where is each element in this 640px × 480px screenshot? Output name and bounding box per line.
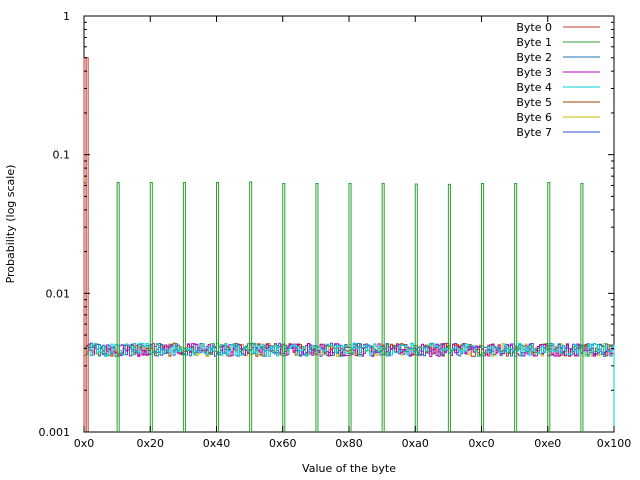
x-axis-label: Value of the byte — [302, 462, 396, 475]
spike-mark — [315, 182, 319, 432]
spike-mark — [580, 182, 584, 432]
series-layer — [83, 57, 615, 432]
spike-mark — [514, 182, 518, 432]
spike-mark — [249, 181, 253, 432]
spike-mark — [447, 183, 451, 432]
x-tick-label: 0x80 — [335, 437, 363, 450]
y-tick-label: 0.1 — [53, 149, 71, 162]
legend-label: Byte 3 — [516, 66, 552, 79]
legend-label: Byte 2 — [516, 51, 552, 64]
x-tick-label: 0x60 — [269, 437, 297, 450]
x-tick-label: 0x0 — [74, 437, 95, 450]
spike-mark — [216, 181, 220, 432]
spike-mark — [182, 181, 186, 432]
legend-label: Byte 6 — [516, 111, 552, 124]
x-tick-label: 0xa0 — [402, 437, 429, 450]
x-tick-label: 0xc0 — [468, 437, 494, 450]
spike-mark — [282, 182, 286, 432]
y-tick-label: 1 — [63, 10, 70, 23]
legend-label: Byte 7 — [516, 126, 552, 139]
legend-label: Byte 0 — [516, 21, 552, 34]
legend-label: Byte 4 — [516, 81, 552, 94]
spike-mark — [116, 181, 120, 432]
x-tick-label: 0x40 — [203, 437, 231, 450]
legend: Byte 0 Byte 1 Byte 2 Byte 3 Byte 4 Byte 5 Byte… — [516, 21, 600, 139]
x-tick-label: 0x20 — [136, 437, 164, 450]
spike-mark — [149, 181, 153, 432]
ticks-layer: 0x0 0x20 0x40 0x60 0x80 0xa0 0xc0 0xe0 0x100 0.00… — [39, 10, 632, 450]
y-axis-label: Probability (log scale) — [4, 165, 17, 284]
y-tick-label: 0.001 — [39, 426, 71, 439]
legend-label: Byte 5 — [516, 96, 552, 109]
spike-mark — [547, 181, 551, 432]
spike-mark — [348, 182, 352, 432]
series-byte-0 — [83, 57, 89, 432]
x-tick-label: 0x100 — [597, 437, 632, 450]
y-tick-label: 0.01 — [46, 287, 71, 300]
spike-mark — [414, 183, 418, 432]
series-byte-1 — [83, 181, 584, 432]
spike-mark — [85, 57, 89, 432]
x-tick-label: 0xe0 — [534, 437, 561, 450]
spike-mark — [381, 182, 385, 432]
spike-mark — [481, 182, 485, 432]
legend-label: Byte 1 — [516, 36, 552, 49]
